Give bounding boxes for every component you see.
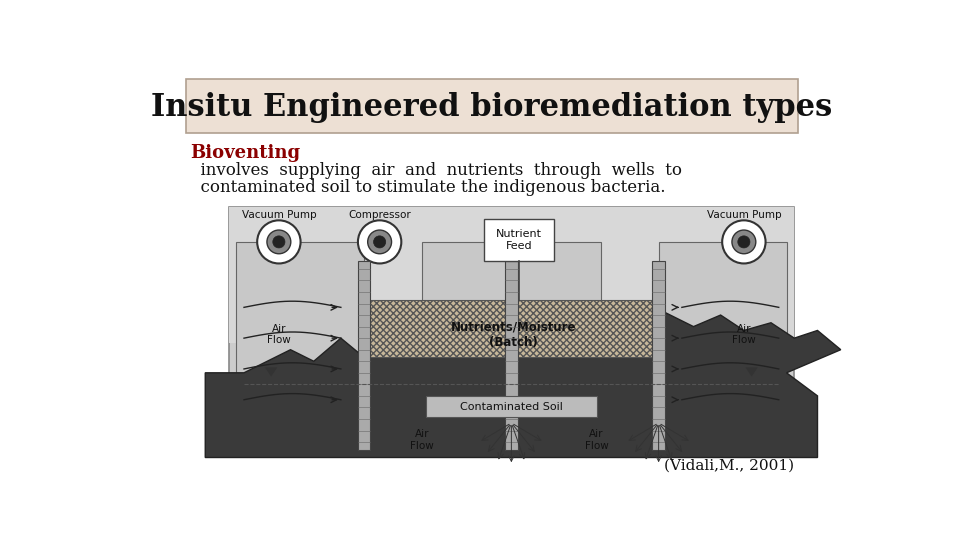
Text: involves  supplying  air  and  nutrients  through  wells  to: involves supplying air and nutrients thr… bbox=[190, 162, 682, 179]
Bar bbox=[426, 396, 596, 417]
Text: Nutrients/Moisture
(Batch): Nutrients/Moisture (Batch) bbox=[450, 321, 576, 349]
Text: Air
Flow: Air Flow bbox=[732, 323, 756, 345]
Circle shape bbox=[273, 236, 285, 248]
Text: Contaminated Soil: Contaminated Soil bbox=[460, 402, 563, 411]
Polygon shape bbox=[205, 303, 841, 457]
Text: Air
Flow: Air Flow bbox=[585, 429, 609, 450]
Text: Air
Flow: Air Flow bbox=[410, 429, 434, 450]
Circle shape bbox=[257, 220, 300, 264]
Bar bbox=[505, 261, 517, 450]
Bar bbox=[236, 242, 364, 446]
Text: Bioventing: Bioventing bbox=[190, 144, 300, 162]
Bar bbox=[228, 207, 794, 343]
Text: Nutrient
Feed: Nutrient Feed bbox=[496, 229, 542, 251]
Bar bbox=[358, 261, 371, 450]
Circle shape bbox=[722, 220, 765, 264]
Circle shape bbox=[267, 230, 291, 254]
Circle shape bbox=[358, 220, 401, 264]
Circle shape bbox=[732, 230, 756, 254]
Text: contaminated soil to stimulate the indigenous bacteria.: contaminated soil to stimulate the indig… bbox=[190, 179, 665, 196]
Circle shape bbox=[373, 236, 386, 248]
Bar bbox=[186, 79, 798, 132]
Polygon shape bbox=[265, 367, 277, 377]
Polygon shape bbox=[745, 367, 757, 377]
Circle shape bbox=[368, 230, 392, 254]
Text: Vacuum Pump: Vacuum Pump bbox=[242, 210, 316, 220]
Bar bbox=[484, 219, 554, 261]
Text: (Vidali,M., 2001): (Vidali,M., 2001) bbox=[664, 459, 794, 473]
Circle shape bbox=[738, 236, 750, 248]
Text: Compressor: Compressor bbox=[348, 210, 411, 220]
Bar bbox=[659, 242, 786, 446]
Text: Air
Flow: Air Flow bbox=[267, 323, 291, 345]
Bar bbox=[364, 300, 662, 357]
Bar bbox=[364, 300, 662, 357]
Text: Insitu Engineered bioremediation types: Insitu Engineered bioremediation types bbox=[152, 92, 832, 124]
Bar bbox=[422, 242, 601, 446]
Text: Vacuum Pump: Vacuum Pump bbox=[707, 210, 781, 220]
Bar bbox=[653, 261, 665, 450]
Bar bbox=[228, 207, 794, 454]
